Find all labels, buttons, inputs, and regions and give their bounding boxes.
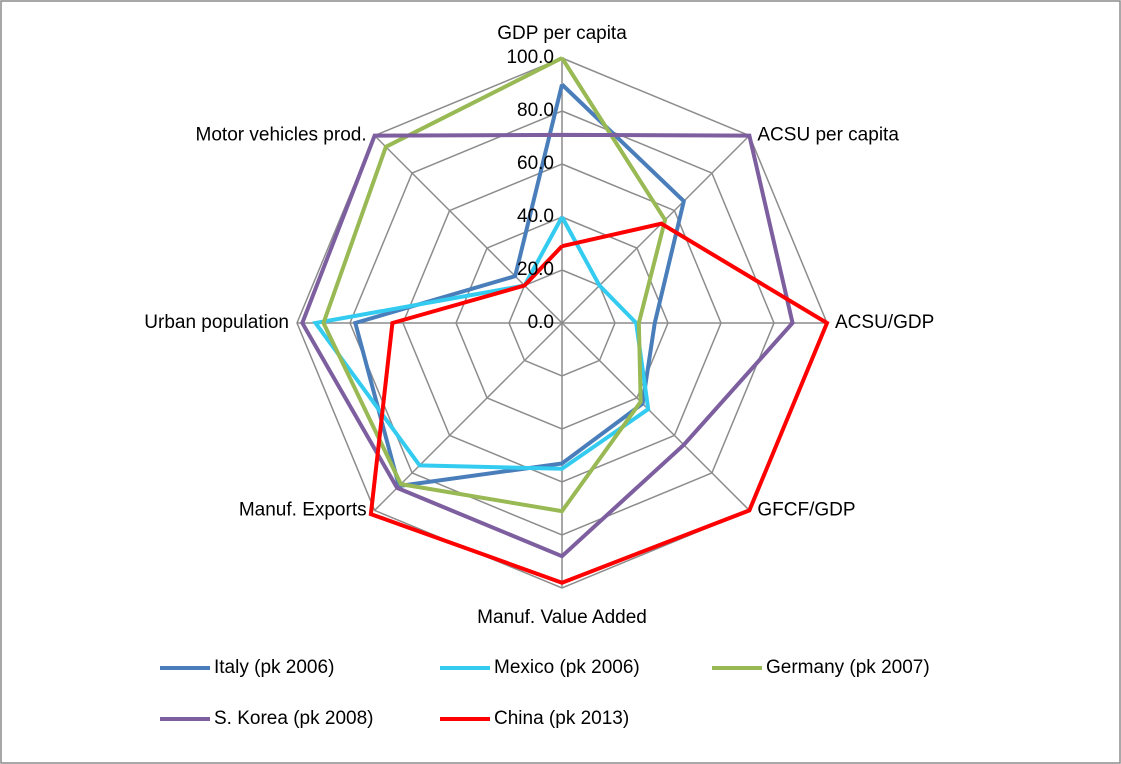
category-label: ACSU per capita (757, 125, 899, 146)
series-line (321, 56, 668, 514)
r-tick-label: 0.0 (528, 312, 554, 333)
category-label: Manuf. Exports (239, 499, 367, 520)
series-line (352, 83, 687, 489)
series-line (368, 221, 830, 585)
legend-label: Italy (pk 2006) (214, 657, 334, 678)
spoke (374, 322, 563, 511)
spoke (561, 322, 750, 511)
r-tick-label: 40.0 (517, 206, 554, 227)
category-label: Urban population (144, 312, 289, 333)
legend-label: S. Korea (pk 2008) (214, 708, 373, 729)
spoke (561, 135, 750, 324)
category-label: GDP per capita (497, 23, 627, 44)
r-tick-label: 60.0 (517, 153, 554, 174)
category-label: ACSU/GDP (835, 312, 934, 333)
r-tick-label: 100.0 (506, 47, 554, 68)
legend-label: China (pk 2013) (494, 708, 629, 729)
series-line (312, 216, 651, 471)
r-tick-label: 80.0 (517, 100, 554, 121)
legend-label: Germany (pk 2007) (766, 657, 930, 678)
category-label: GFCF/GDP (757, 499, 855, 520)
category-label: Manuf. Value Added (477, 607, 647, 628)
spoke (374, 135, 563, 324)
legend-label: Mexico (pk 2006) (494, 657, 640, 678)
category-label: Motor vehicles prod. (196, 125, 367, 146)
series-line (300, 132, 795, 559)
r-tick-label: 20.0 (517, 259, 554, 280)
